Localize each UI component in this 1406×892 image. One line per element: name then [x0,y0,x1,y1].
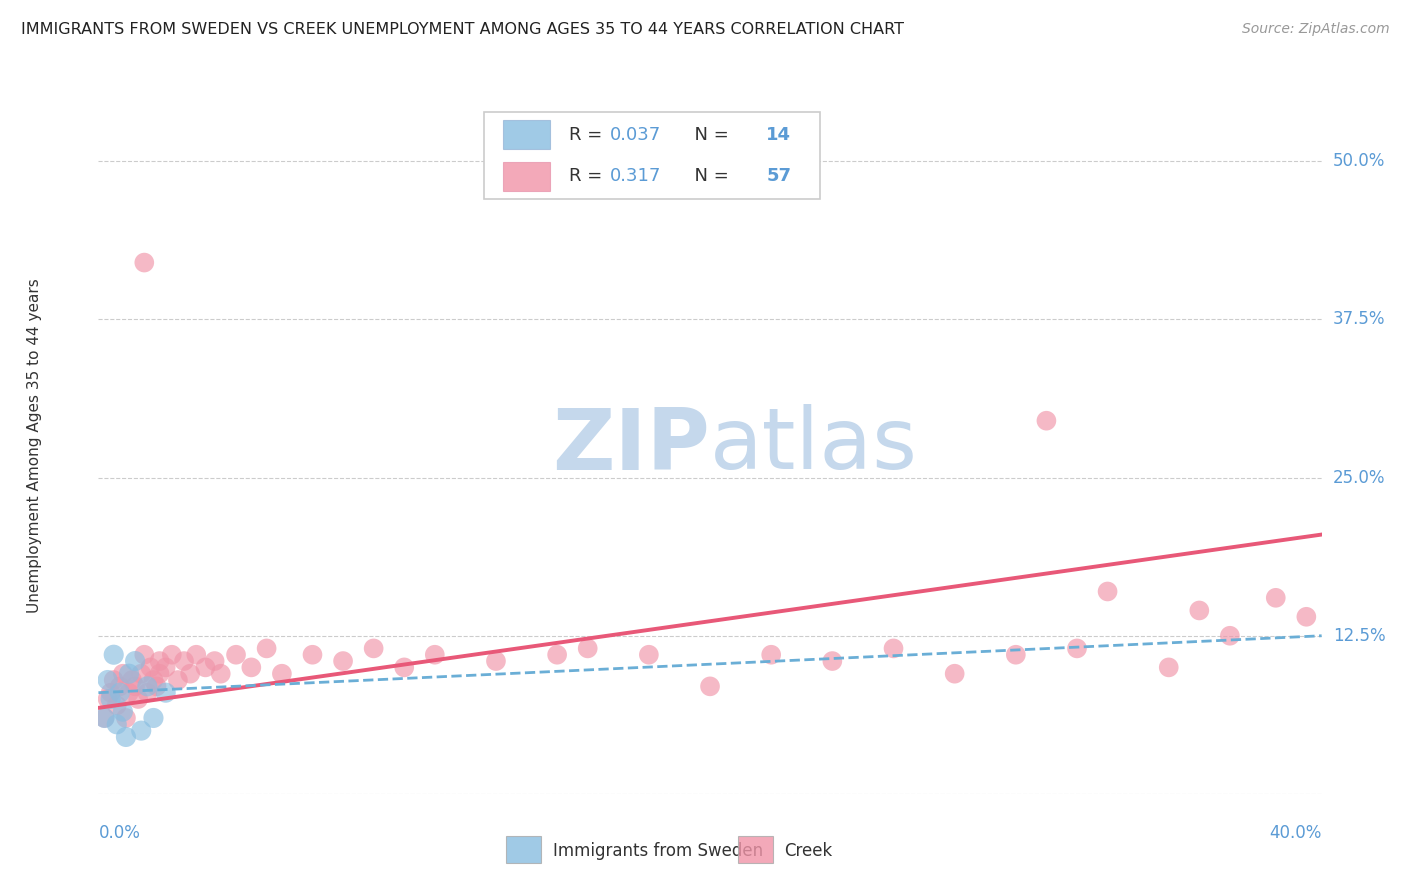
Point [1295,609,1317,624]
Point [1157,660,1180,674]
Text: Immigrants from Sweden: Immigrants from Sweden [553,842,762,860]
Point [100,692,122,706]
Point [118,686,141,700]
Point [699,679,721,693]
Point [821,654,844,668]
Text: 57: 57 [766,168,792,186]
Point [155,660,177,674]
Text: 0.317: 0.317 [610,168,661,186]
Point [93,711,115,725]
Point [105,717,128,731]
Point [179,666,201,681]
Point [186,648,208,662]
Point [124,679,146,693]
Point [546,648,568,662]
FancyBboxPatch shape [503,120,550,149]
Point [118,666,141,681]
Point [97,692,120,706]
Point [1004,648,1026,662]
Point [167,673,190,687]
Text: 0.037: 0.037 [610,126,661,144]
Point [115,711,138,725]
Point [225,648,247,662]
Text: Unemployment Among Ages 35 to 44 years: Unemployment Among Ages 35 to 44 years [27,278,42,614]
Text: R =: R = [569,168,609,186]
Point [270,666,292,681]
Point [134,648,156,662]
Point [204,654,226,668]
Point [139,660,162,674]
Point [108,679,131,693]
Text: N =: N = [683,126,734,144]
Point [155,686,177,700]
Point [194,660,217,674]
Point [121,673,143,687]
Point [149,666,172,681]
Point [943,666,966,681]
Text: IMMIGRANTS FROM SWEDEN VS CREEK UNEMPLOYMENT AMONG AGES 35 TO 44 YEARS CORRELATI: IMMIGRANTS FROM SWEDEN VS CREEK UNEMPLOY… [21,22,904,37]
Point [1066,641,1088,656]
Text: N =: N = [683,168,734,186]
Point [1035,414,1057,428]
Point [759,648,782,662]
Point [127,692,149,706]
FancyBboxPatch shape [503,161,550,191]
Text: ZIP: ZIP [553,404,710,488]
Point [129,723,152,738]
Point [209,666,232,681]
Point [142,673,165,687]
Point [142,711,165,725]
Text: 0.0%: 0.0% [98,824,141,842]
Point [111,666,134,681]
Point [240,660,263,674]
Text: 25.0%: 25.0% [1333,468,1385,487]
Point [136,679,159,693]
Point [105,698,128,713]
Point [423,648,446,662]
Point [134,255,156,269]
Point [637,648,661,662]
Text: 12.5%: 12.5% [1333,627,1385,645]
Text: 14: 14 [766,126,792,144]
Point [136,686,159,700]
Point [301,648,323,662]
FancyBboxPatch shape [484,112,820,199]
Text: 40.0%: 40.0% [1270,824,1322,842]
Point [103,648,125,662]
Point [1188,603,1211,617]
Point [883,641,905,656]
Text: 37.5%: 37.5% [1333,310,1385,328]
Text: 50.0%: 50.0% [1333,153,1385,170]
Point [111,705,134,719]
Point [1097,584,1119,599]
Point [332,654,354,668]
Point [129,666,152,681]
Point [256,641,278,656]
Point [108,686,131,700]
Point [363,641,385,656]
Text: Creek: Creek [785,842,832,860]
Point [485,654,508,668]
Point [149,654,172,668]
Text: Source: ZipAtlas.com: Source: ZipAtlas.com [1241,22,1389,37]
Point [145,679,167,693]
Point [1219,629,1241,643]
Text: atlas: atlas [710,404,918,488]
Point [103,673,125,687]
Point [97,673,120,687]
Point [392,660,416,674]
Point [1264,591,1286,605]
Text: R =: R = [569,126,609,144]
Point [93,711,115,725]
Point [124,654,146,668]
Point [576,641,599,656]
Point [100,686,122,700]
Point [115,730,138,744]
Point [160,648,183,662]
Point [173,654,195,668]
